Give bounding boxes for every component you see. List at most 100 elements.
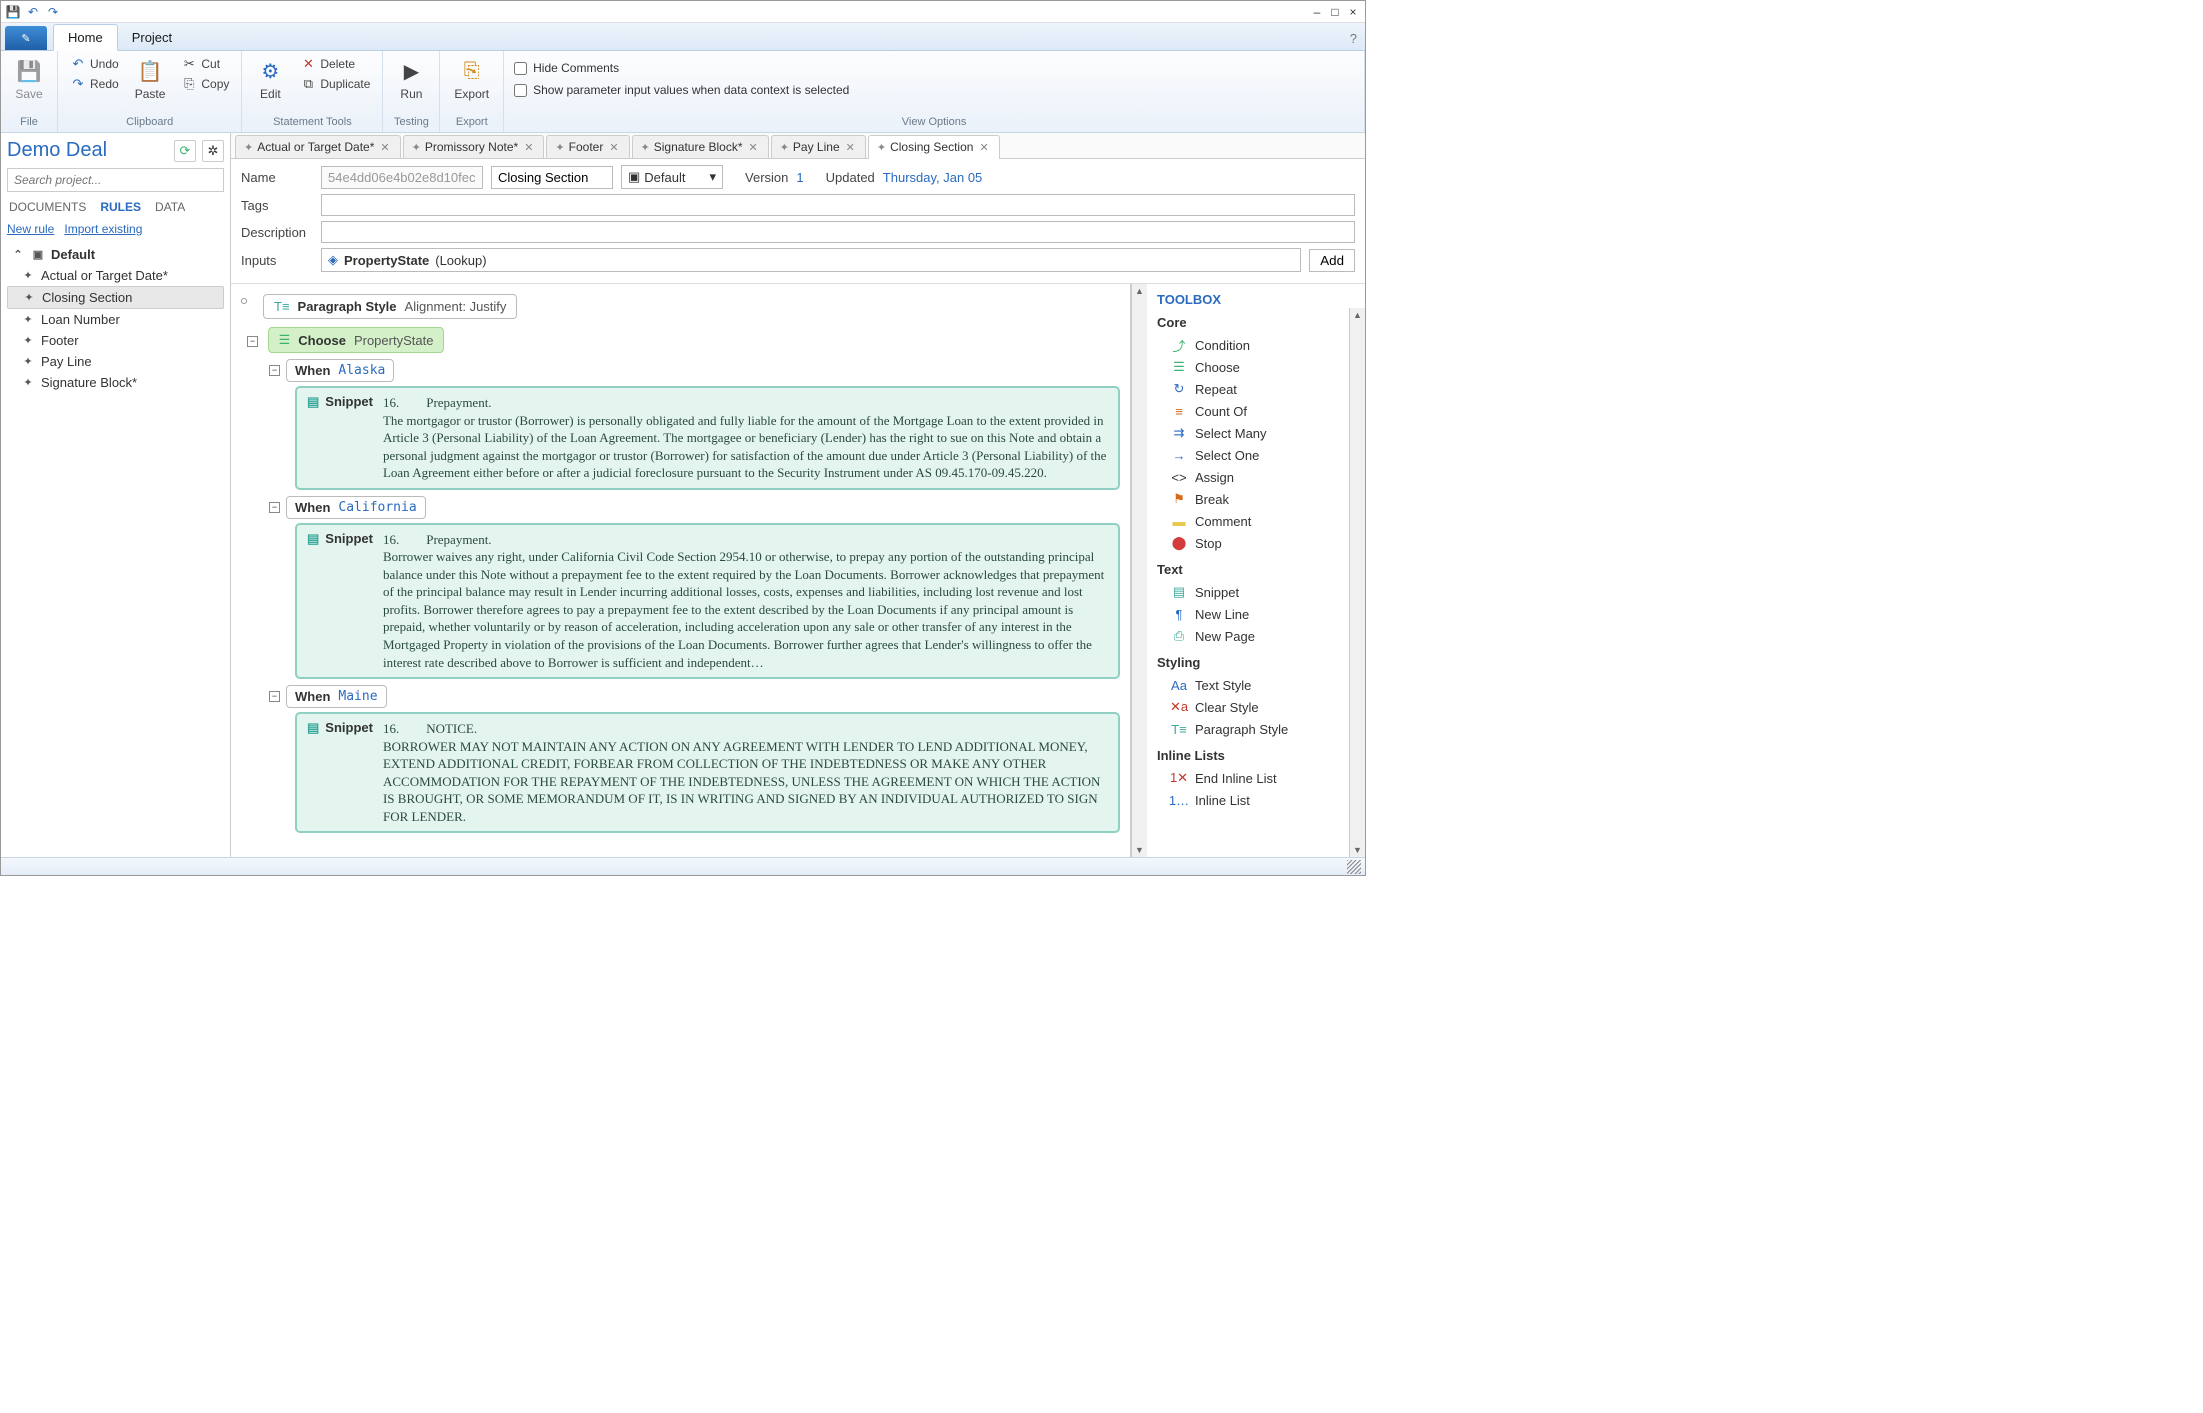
tags-field[interactable] [321,194,1355,216]
tree-item[interactable]: ✦Loan Number [7,309,224,330]
name-field[interactable] [491,166,613,189]
export-icon: ⎘ [458,57,486,85]
export-button[interactable]: ⎘ Export [448,55,495,103]
snippet-node[interactable]: ▤Snippet16. Prepayment.Borrower waives a… [295,523,1120,679]
toolbox-item[interactable]: ▬Comment [1157,510,1355,532]
toolbox-item[interactable]: ≡Count Of [1157,400,1355,422]
toolbox-item[interactable]: ⤴Condition [1157,334,1355,356]
tab-close-icon[interactable]: ✕ [607,141,620,154]
toolbox-item[interactable]: 1✕End Inline List [1157,767,1355,789]
maximize-icon[interactable]: □ [1327,4,1343,20]
resize-grip[interactable] [1347,860,1361,874]
toolbox-item[interactable]: ⇉Select Many [1157,422,1355,444]
doc-tab[interactable]: ✦Promissory Note*✕ [403,135,545,158]
save-button[interactable]: 💾 Save [9,55,49,103]
ribbon-group-testing: Testing [391,116,431,128]
edit-button[interactable]: ⚙ Edit [250,55,290,103]
tab-close-icon[interactable]: ✕ [522,141,535,154]
tree-root[interactable]: ⌃ ▣ Default [7,244,224,265]
toolbox-item[interactable]: ▤Snippet [1157,581,1355,603]
when-node[interactable]: WhenAlaska [286,359,394,382]
toggle-choose[interactable]: − [247,336,258,347]
add-input-button[interactable]: Add [1309,249,1355,272]
toolbox-item-icon: Aa [1171,677,1187,693]
choose-node[interactable]: ☰ Choose PropertyState [268,327,445,353]
paragraph-style-node[interactable]: T≡ Paragraph Style Alignment: Justify [263,294,517,319]
search-input[interactable] [7,168,224,192]
toolbox-item[interactable]: ↻Repeat [1157,378,1355,400]
snippet-node[interactable]: ▤Snippet16. NOTICE.BORROWER MAY NOT MAIN… [295,712,1120,833]
name-label: Name [241,170,313,185]
ribbon-group-clipboard: Clipboard [66,116,233,128]
toolbox-item[interactable]: ⬤Stop [1157,532,1355,554]
toolbox-item[interactable]: ⎙New Page [1157,625,1355,647]
app-logo[interactable]: ✎ [5,26,47,50]
hide-comments-checkbox[interactable]: Hide Comments [512,59,621,77]
nav-rules[interactable]: RULES [100,200,141,214]
toggle-when[interactable]: − [269,691,280,702]
settings-button[interactable]: ✲ [202,140,224,162]
edit-icon: ⚙ [256,57,284,85]
tree-item[interactable]: ✦Pay Line [7,351,224,372]
undo-button[interactable]: ↶Undo [66,55,123,73]
tab-close-icon[interactable]: ✕ [844,141,857,154]
tab-close-icon[interactable]: ✕ [746,141,759,154]
copy-button[interactable]: ⎘Copy [177,75,233,93]
toolbox-item[interactable]: 1…Inline List [1157,789,1355,811]
tab-close-icon[interactable]: ✕ [977,141,990,154]
toolbox-item[interactable]: ¶New Line [1157,603,1355,625]
toolbox-item[interactable]: T≡Paragraph Style [1157,718,1355,740]
toolbox-item[interactable]: <>Assign [1157,466,1355,488]
doc-tab[interactable]: ✦Closing Section✕ [868,135,1000,159]
toolbox-item[interactable]: ⚑Break [1157,488,1355,510]
toolbox-scrollbar[interactable] [1349,308,1365,857]
when-node[interactable]: WhenCalifornia [286,496,426,519]
updated-value: Thursday, Jan 05 [883,170,982,185]
description-field[interactable] [321,221,1355,243]
doc-tab[interactable]: ✦Footer✕ [546,135,629,158]
paste-button[interactable]: 📋 Paste [129,55,172,103]
help-icon[interactable]: ? [1342,27,1365,50]
nav-documents[interactable]: DOCUMENTS [9,200,86,214]
delete-button[interactable]: ✕Delete [296,55,374,73]
refresh-button[interactable]: ⟳ [174,140,196,162]
when-node[interactable]: WhenMaine [286,685,387,708]
toolbox-item[interactable]: →Select One [1157,444,1355,466]
tab-label: Footer [569,140,604,154]
import-existing-link[interactable]: Import existing [64,222,142,236]
tree-item[interactable]: ✦Actual or Target Date* [7,265,224,286]
toggle-when[interactable]: − [269,502,280,513]
tree-item[interactable]: ✦Footer [7,330,224,351]
tab-close-icon[interactable]: ✕ [378,141,391,154]
minimize-icon[interactable]: – [1309,4,1325,20]
redo-button[interactable]: ↷Redo [66,75,123,93]
template-dropdown[interactable]: ▣ Default ▾ [621,165,723,189]
toolbox-item[interactable]: ✕aClear Style [1157,696,1355,718]
new-rule-link[interactable]: New rule [7,222,54,236]
qat-undo-icon[interactable]: ↶ [25,4,41,20]
doc-tab[interactable]: ✦Signature Block*✕ [632,135,769,158]
cut-button[interactable]: ✂Cut [177,55,233,73]
tree-item-label: Loan Number [41,312,120,327]
folder-icon: ▣ [628,169,640,185]
toolbox-item[interactable]: AaText Style [1157,674,1355,696]
qat-redo-icon[interactable]: ↷ [45,4,61,20]
nav-data[interactable]: DATA [155,200,185,214]
doc-tab[interactable]: ✦Actual or Target Date*✕ [235,135,401,158]
toolbox-item[interactable]: ☰Choose [1157,356,1355,378]
menu-home[interactable]: Home [53,24,118,51]
menu-project[interactable]: Project [118,25,186,50]
canvas-scrollbar[interactable] [1131,284,1147,857]
qat-save-icon[interactable]: 💾 [5,4,21,20]
show-params-checkbox[interactable]: Show parameter input values when data co… [512,81,851,99]
tree-item[interactable]: ✦Closing Section [7,286,224,309]
close-icon[interactable]: × [1345,4,1361,20]
run-button[interactable]: ▶ Run [391,55,431,103]
toolbox-item-icon: ≡ [1171,403,1187,419]
doc-tab[interactable]: ✦Pay Line✕ [771,135,866,158]
tree-item[interactable]: ✦Signature Block* [7,372,224,393]
snippet-node[interactable]: ▤Snippet16. Prepayment.The mortgagor or … [295,386,1120,490]
duplicate-button[interactable]: ⧉Duplicate [296,75,374,93]
toggle-when[interactable]: − [269,365,280,376]
inputs-field[interactable]: ◈ PropertyState (Lookup) [321,248,1301,272]
